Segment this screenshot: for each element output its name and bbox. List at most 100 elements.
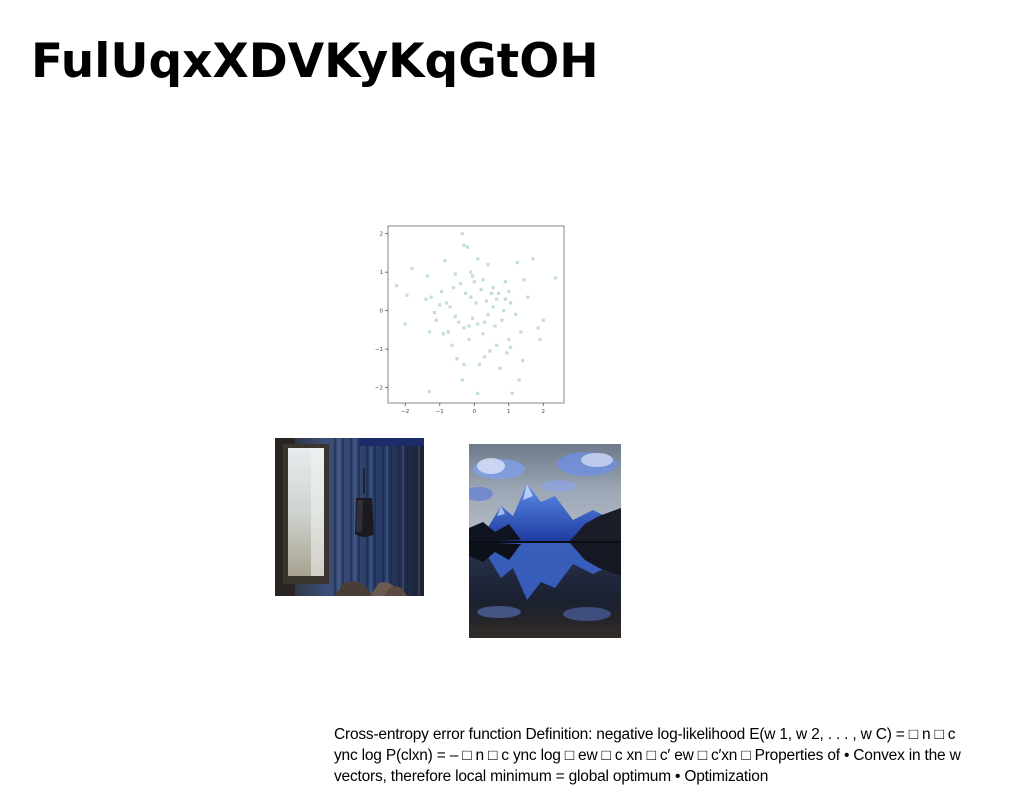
data-point — [457, 320, 461, 324]
data-point — [500, 318, 504, 322]
data-point — [462, 243, 466, 247]
data-point — [493, 324, 497, 328]
slide-title: FulUqxXDVKyKqGtOH — [31, 34, 599, 89]
data-point — [450, 343, 454, 347]
data-point — [515, 260, 520, 265]
data-point — [508, 345, 513, 349]
data-point — [505, 351, 509, 355]
data-point — [460, 378, 464, 382]
data-point — [538, 337, 542, 342]
data-point — [496, 291, 501, 295]
data-point — [519, 330, 523, 334]
data-point — [520, 359, 525, 363]
data-point — [434, 318, 438, 322]
data-point — [451, 285, 456, 290]
scatter-plot: −2 −1 0 1 2 −2 −1 0 1 2 — [368, 222, 574, 418]
data-point — [498, 366, 502, 370]
data-point — [553, 276, 557, 280]
x-tick-label: 2 — [542, 409, 546, 415]
data-point — [426, 274, 430, 278]
data-point — [424, 297, 428, 301]
data-point — [462, 326, 466, 330]
data-point — [488, 349, 492, 353]
data-point — [403, 322, 407, 326]
data-point — [507, 289, 511, 294]
data-point — [446, 330, 450, 334]
data-point — [429, 295, 433, 299]
data-point — [432, 310, 437, 315]
data-point — [405, 293, 409, 297]
data-point — [510, 391, 514, 395]
data-point — [502, 309, 506, 313]
data-point — [469, 270, 473, 274]
data-point — [489, 291, 494, 295]
x-tick-label: −2 — [401, 409, 409, 415]
data-point — [514, 312, 518, 317]
data-point — [503, 297, 507, 301]
data-point — [462, 362, 466, 367]
data-point — [491, 305, 495, 309]
mountain-lake-photo-image — [469, 444, 621, 638]
y-tick-label: −2 — [375, 386, 383, 392]
data-point — [481, 278, 485, 282]
y-tick-label: 0 — [380, 309, 384, 315]
x-tick-label: 1 — [507, 409, 511, 415]
data-point — [495, 343, 499, 347]
data-point — [427, 330, 432, 334]
x-tick-label: −1 — [436, 409, 444, 415]
data-point — [503, 280, 507, 284]
data-point — [438, 303, 442, 307]
scatter-plot-svg: −2 −1 0 1 2 −2 −1 0 1 2 — [375, 225, 565, 415]
data-point — [443, 259, 447, 263]
data-point — [441, 332, 445, 336]
interior-photo — [275, 438, 424, 596]
mountain-lake-photo — [469, 444, 621, 638]
data-point — [531, 257, 535, 261]
data-point — [486, 262, 490, 267]
data-point — [517, 378, 521, 382]
data-point — [486, 312, 490, 317]
data-point — [479, 287, 483, 292]
data-point — [453, 314, 457, 319]
data-point — [526, 295, 530, 299]
data-point — [481, 332, 485, 336]
data-point — [470, 274, 475, 278]
data-point — [395, 284, 399, 288]
data-point — [410, 266, 414, 270]
data-point — [439, 289, 444, 294]
data-point — [522, 278, 526, 282]
x-tick-label: 0 — [473, 409, 477, 415]
interior-photo-image — [275, 438, 424, 596]
data-point — [536, 326, 540, 330]
data-point — [458, 282, 463, 286]
data-point — [472, 280, 476, 284]
data-point — [453, 272, 457, 276]
data-point — [483, 355, 487, 359]
data-point — [476, 322, 480, 326]
data-point — [507, 337, 511, 342]
data-point — [445, 301, 449, 305]
data-point — [427, 389, 432, 394]
data-point — [491, 285, 495, 290]
data-point — [464, 291, 468, 295]
data-point — [460, 232, 464, 236]
data-point — [465, 245, 469, 249]
data-point — [484, 299, 488, 303]
data-point — [476, 257, 480, 261]
data-point — [495, 297, 499, 301]
data-point — [508, 301, 513, 305]
data-point — [474, 301, 478, 305]
y-tick-label: −1 — [375, 347, 383, 353]
data-point — [455, 357, 459, 361]
data-point — [467, 337, 471, 342]
data-point — [467, 324, 471, 328]
data-point — [448, 305, 452, 309]
data-point — [470, 316, 475, 320]
y-tick-label: 1 — [380, 270, 384, 276]
data-point — [469, 295, 473, 299]
y-tick-label: 2 — [380, 232, 384, 238]
slide-body-text: Cross-entropy error function Definition:… — [334, 726, 961, 785]
data-point — [541, 318, 545, 322]
data-point — [476, 391, 480, 395]
data-point — [483, 320, 487, 324]
